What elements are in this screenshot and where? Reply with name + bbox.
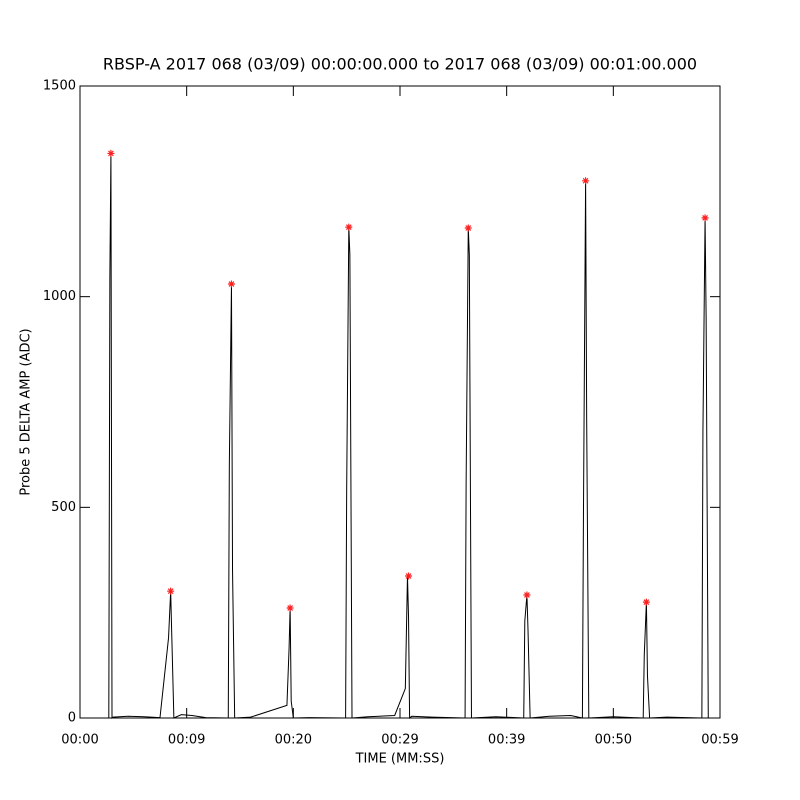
y-tick-label: 1500 <box>43 79 76 94</box>
peak-marker <box>701 214 709 222</box>
x-tick-label: 00:50 <box>595 733 632 748</box>
y-tick-label: 500 <box>51 500 76 515</box>
peak-marker <box>345 223 353 231</box>
peak-marker <box>582 177 590 185</box>
peak-marker <box>227 280 235 288</box>
x-tick-label: 00:09 <box>168 733 205 748</box>
peak-marker <box>286 604 294 612</box>
x-tick-label: 00:20 <box>275 733 312 748</box>
peak-marker <box>167 587 175 595</box>
x-tick-label: 00:29 <box>381 733 418 748</box>
x-tick-label: 00:00 <box>61 733 98 748</box>
y-tick-label: 1000 <box>43 289 76 304</box>
peak-marker <box>642 598 650 606</box>
y-tick-label: 0 <box>68 711 76 726</box>
peak-marker <box>523 591 531 599</box>
peak-marker <box>464 224 472 232</box>
x-tick-label: 00:59 <box>701 733 738 748</box>
data-line <box>108 153 709 720</box>
peak-marker <box>405 572 413 580</box>
y-axis-label: Probe 5 DELTA AMP (ADC) <box>19 328 34 495</box>
x-tick-label: 00:39 <box>488 733 525 748</box>
peak-marker <box>107 149 115 157</box>
x-axis-label: TIME (MM:SS) <box>355 752 445 767</box>
chart-title: RBSP-A 2017 068 (03/09) 00:00:00.000 to … <box>103 55 697 74</box>
